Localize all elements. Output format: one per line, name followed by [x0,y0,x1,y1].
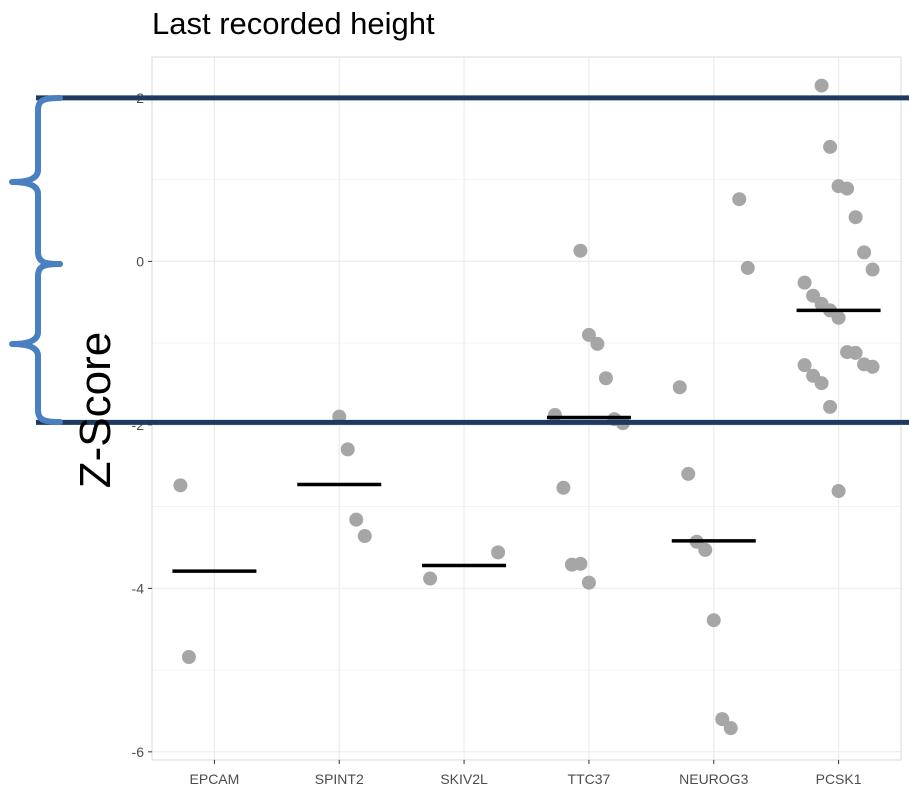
x-tick-label: PCSK1 [816,771,862,787]
data-point [797,275,812,290]
y-tick-label: 0 [136,253,144,269]
data-point [491,545,506,560]
data-point [573,243,588,258]
brace-annotation [9,95,63,425]
data-point [823,399,838,414]
y-tick-label: -6 [132,744,145,760]
data-point [349,512,364,527]
x-tick-label: SKIV2L [440,771,488,787]
data-point [590,336,605,351]
data-point [181,650,196,665]
data-point [848,345,863,360]
data-point [831,310,846,325]
data-point [723,721,738,736]
data-point [672,380,687,395]
x-tick-label: SPINT2 [315,771,364,787]
data-point [814,376,829,391]
data-point [848,210,863,225]
x-tick-label: TTC37 [568,771,611,787]
data-point [865,262,880,277]
data-points [173,78,880,736]
brace-lower [9,261,63,425]
data-point [814,78,829,93]
data-point [797,358,812,373]
data-point [715,712,730,727]
data-point [357,529,372,544]
chart-title: Last recorded height [152,6,435,41]
data-point [573,556,588,571]
data-point [706,613,721,628]
x-axis-ticks: EPCAM SPINT2 SKIV2L TTC37 NEUROG3 PCSK1 [190,760,862,787]
y-axis-label: Z-Score [71,332,120,488]
data-point [865,359,880,374]
data-point [581,327,596,342]
reference-lines [36,95,909,425]
panel-border [151,56,902,761]
data-point [556,480,571,495]
data-point [173,478,188,493]
data-point [423,571,438,586]
data-point [598,371,613,386]
data-point [831,484,846,499]
data-point [340,442,355,457]
x-tick-label: NEUROG3 [679,771,748,787]
y-tick-label: -4 [132,580,145,596]
median-markers [172,308,881,573]
brace-upper [9,95,63,267]
data-point [698,542,713,557]
data-point [857,245,872,260]
data-point [840,181,855,196]
data-point [732,192,747,207]
data-point [823,139,838,154]
data-point [581,575,596,590]
grid [152,57,901,760]
data-point [681,466,696,481]
data-point [740,260,755,275]
x-tick-label: EPCAM [190,771,240,787]
